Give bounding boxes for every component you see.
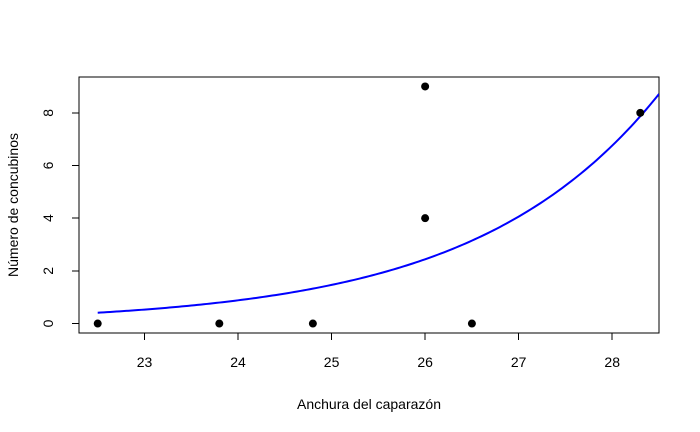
y-axis: 0 2 4 6 8	[40, 109, 80, 327]
y-tick-label-2: 2	[40, 267, 56, 275]
x-tick-label-23: 23	[137, 354, 153, 370]
y-tick-label-6: 6	[40, 161, 56, 169]
x-tick-label-28: 28	[604, 354, 620, 370]
fit-curve-layer	[97, 93, 659, 314]
x-tick-label-26: 26	[417, 354, 433, 370]
x-tick-label-27: 27	[511, 354, 527, 370]
x-axis: 23 24 25 26 27 28	[137, 332, 620, 370]
x-tick-label-24: 24	[230, 354, 246, 370]
plot-area	[78, 76, 660, 334]
data-point-6	[467, 319, 476, 328]
data-point-5	[421, 214, 430, 223]
y-tick-label-4: 4	[40, 214, 56, 222]
data-point-2	[215, 319, 224, 328]
y-tick-label-8: 8	[40, 109, 56, 117]
x-axis-label: Anchura del caparazón	[297, 396, 441, 412]
data-point-3	[308, 319, 317, 328]
points-layer	[93, 82, 645, 328]
y-axis-label: Número de concubinos	[5, 133, 21, 277]
data-point-7	[636, 108, 645, 117]
fit-curve	[97, 93, 659, 314]
x-tick-label-25: 25	[324, 354, 340, 370]
data-point-1	[93, 319, 102, 328]
y-tick-label-0: 0	[40, 319, 56, 327]
data-point-4	[421, 82, 430, 91]
